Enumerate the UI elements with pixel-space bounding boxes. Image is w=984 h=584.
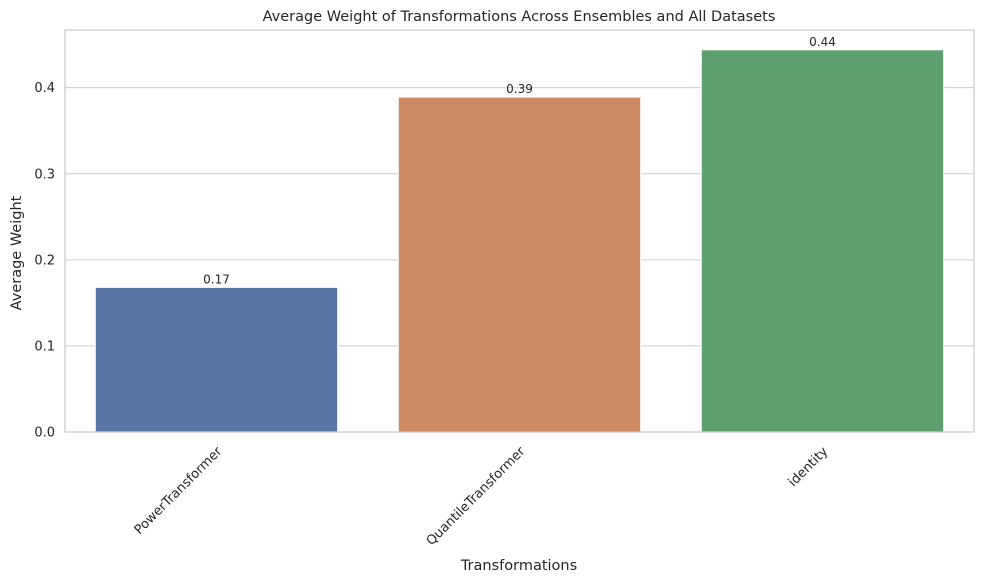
x-axis-label: Transformations bbox=[460, 558, 577, 574]
bar bbox=[397, 96, 642, 433]
bars bbox=[94, 49, 945, 433]
x-tick-label: PowerTransformer bbox=[132, 444, 226, 538]
x-tick-label: QuantileTransformer bbox=[424, 444, 529, 549]
bar bbox=[700, 49, 945, 433]
data-labels: 0.17 0.39 0.44 bbox=[203, 35, 836, 287]
y-tick-label: 0.4 bbox=[34, 81, 55, 96]
bar-data-label: 0.17 bbox=[203, 272, 230, 286]
y-tick-label: 0.0 bbox=[34, 426, 55, 441]
x-tick-label: identity bbox=[786, 444, 832, 490]
y-tick-labels: 0.0 0.1 0.2 0.3 0.4 bbox=[34, 81, 55, 440]
bar-data-label: 0.44 bbox=[809, 35, 836, 49]
bar-data-label: 0.39 bbox=[506, 82, 533, 96]
chart-title: Average Weight of Transformations Across… bbox=[263, 9, 776, 25]
y-tick-label: 0.2 bbox=[34, 253, 55, 268]
y-axis-label: Average Weight bbox=[9, 195, 25, 310]
plot-frame bbox=[64, 29, 975, 433]
x-tick-labels: PowerTransformer QuantileTransformer ident… bbox=[132, 444, 832, 549]
bar bbox=[94, 286, 339, 433]
y-tick-label: 0.1 bbox=[34, 339, 55, 354]
y-tick-label: 0.3 bbox=[34, 167, 55, 182]
